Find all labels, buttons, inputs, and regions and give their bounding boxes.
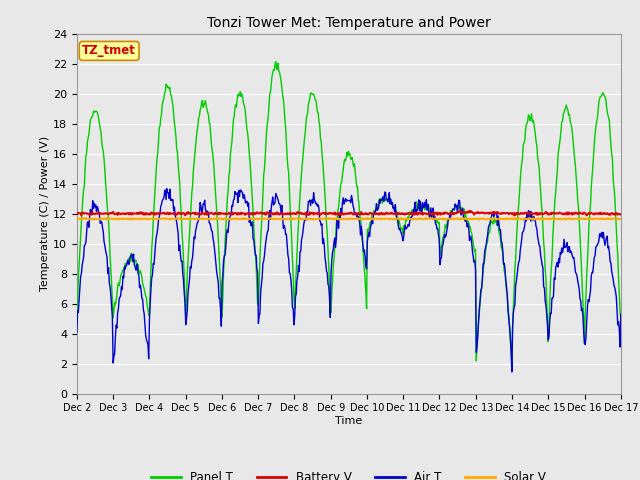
Y-axis label: Temperature (C) / Power (V): Temperature (C) / Power (V): [40, 136, 50, 291]
Text: TZ_tmet: TZ_tmet: [82, 44, 136, 58]
Title: Tonzi Tower Met: Temperature and Power: Tonzi Tower Met: Temperature and Power: [207, 16, 491, 30]
Legend: Panel T, Battery V, Air T, Solar V: Panel T, Battery V, Air T, Solar V: [147, 466, 551, 480]
X-axis label: Time: Time: [335, 416, 362, 426]
